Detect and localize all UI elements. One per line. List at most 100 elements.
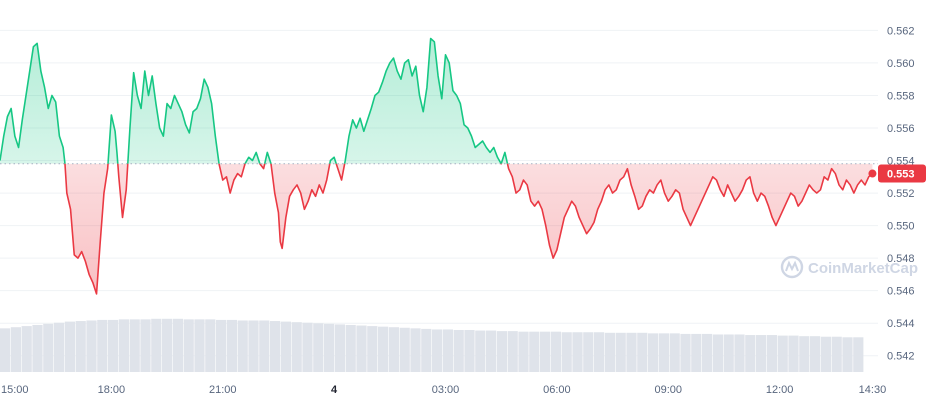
current-price-label: 0.553 bbox=[887, 169, 915, 181]
volume-bar bbox=[291, 322, 302, 372]
volume-bar bbox=[810, 336, 821, 372]
volume-bar bbox=[64, 321, 75, 372]
volume-bar bbox=[604, 332, 615, 372]
y-tick-label: 0.548 bbox=[887, 253, 915, 265]
volume-bar bbox=[486, 330, 497, 372]
volume-bar bbox=[410, 328, 421, 372]
volume-bar bbox=[86, 320, 97, 372]
y-tick-label: 0.558 bbox=[887, 90, 915, 102]
volume-bar bbox=[453, 330, 464, 372]
volume-bar bbox=[194, 319, 205, 372]
volume-bar bbox=[54, 322, 65, 372]
volume-bar bbox=[464, 330, 475, 372]
y-tick-label: 0.552 bbox=[887, 188, 915, 200]
x-tick-label: 14:30 bbox=[859, 384, 887, 396]
volume-bar bbox=[280, 321, 291, 372]
x-tick-label: 15:00 bbox=[1, 384, 29, 396]
volume-bar bbox=[442, 329, 453, 372]
x-axis: 15:00 18:00 21:00 4 03:00 06:00 09:00 12:00 14:3… bbox=[1, 384, 886, 396]
volume-bar bbox=[799, 336, 810, 372]
volume-bar bbox=[118, 319, 129, 372]
volume-bar bbox=[345, 324, 356, 372]
volume-bars bbox=[0, 318, 864, 372]
volume-bar bbox=[43, 323, 54, 372]
current-price-tag: 0.553 bbox=[868, 164, 926, 183]
volume-bar bbox=[734, 334, 745, 372]
volume-bar bbox=[648, 333, 659, 372]
volume-bar bbox=[334, 324, 345, 372]
volume-bar bbox=[669, 333, 680, 372]
volume-bar bbox=[356, 325, 367, 372]
volume-bar bbox=[572, 332, 583, 372]
volume-bar bbox=[313, 323, 324, 372]
volume-bar bbox=[658, 333, 669, 372]
volume-bar bbox=[216, 319, 227, 372]
y-tick-label: 0.544 bbox=[887, 318, 915, 330]
volume-bar bbox=[248, 320, 259, 372]
volume-bar bbox=[324, 323, 335, 372]
x-tick-label: 06:00 bbox=[543, 384, 571, 396]
volume-bar bbox=[712, 334, 723, 372]
volume-bar bbox=[302, 322, 313, 372]
volume-bar bbox=[388, 327, 399, 372]
coinmarketcap-watermark: CoinMarketCap bbox=[780, 255, 918, 279]
volume-bar bbox=[853, 337, 864, 372]
volume-bar bbox=[432, 329, 443, 372]
x-tick-label: 12:00 bbox=[766, 384, 794, 396]
volume-bar bbox=[226, 319, 237, 372]
x-tick-label: 18:00 bbox=[98, 384, 126, 396]
volume-bar bbox=[820, 336, 831, 372]
price-line-down bbox=[64, 163, 873, 295]
volume-bar bbox=[237, 320, 248, 372]
volume-bar bbox=[205, 319, 216, 372]
coinmarketcap-logo-icon bbox=[780, 255, 804, 279]
volume-bar bbox=[626, 332, 637, 372]
volume-bar bbox=[21, 326, 32, 372]
volume-bar bbox=[594, 332, 605, 372]
volume-bar bbox=[259, 320, 270, 372]
y-tick-label: 0.556 bbox=[887, 123, 915, 135]
area-fill-below bbox=[0, 163, 873, 294]
volume-bar bbox=[583, 332, 594, 372]
volume-bar bbox=[691, 333, 702, 372]
volume-bar bbox=[831, 336, 842, 372]
current-price-tag-bg bbox=[878, 164, 926, 183]
volume-bar bbox=[129, 319, 140, 372]
volume-bar bbox=[97, 319, 108, 372]
volume-bar bbox=[518, 331, 529, 372]
price-line-up bbox=[0, 37, 509, 164]
volume-bar bbox=[151, 318, 162, 372]
x-tick-label: 09:00 bbox=[654, 384, 682, 396]
volume-bar bbox=[842, 337, 853, 372]
volume-bar bbox=[496, 331, 507, 372]
volume-bar bbox=[637, 332, 648, 372]
volume-bar bbox=[540, 331, 551, 372]
volume-bar bbox=[723, 334, 734, 372]
price-line bbox=[0, 37, 873, 295]
x-tick-label: 03:00 bbox=[432, 384, 460, 396]
volume-bar bbox=[550, 331, 561, 372]
volume-bar bbox=[172, 318, 183, 372]
volume-bar bbox=[766, 335, 777, 372]
y-tick-label: 0.554 bbox=[887, 156, 915, 168]
volume-bar bbox=[615, 332, 626, 372]
volume-bar bbox=[32, 324, 43, 372]
volume-bar bbox=[507, 331, 518, 372]
area-fill-above bbox=[0, 38, 508, 164]
volume-bar bbox=[756, 335, 767, 372]
volume-bar bbox=[788, 335, 799, 372]
volume-bar bbox=[475, 330, 486, 372]
price-area bbox=[0, 38, 873, 294]
y-tick-label: 0.562 bbox=[887, 25, 915, 37]
volume-bar bbox=[183, 319, 194, 372]
volume-bar bbox=[0, 328, 11, 372]
current-price-dot bbox=[868, 169, 877, 178]
y-tick-label: 0.550 bbox=[887, 221, 915, 233]
volume-bar bbox=[270, 321, 281, 372]
volume-bar bbox=[10, 327, 21, 372]
volume-bar bbox=[680, 333, 691, 372]
volume-bar bbox=[140, 319, 151, 372]
volume-bar bbox=[745, 335, 756, 372]
x-tick-label: 4 bbox=[331, 384, 338, 396]
y-axis: 0.542 0.544 0.546 0.548 0.550 0.552 0.554 0.556… bbox=[887, 25, 915, 362]
